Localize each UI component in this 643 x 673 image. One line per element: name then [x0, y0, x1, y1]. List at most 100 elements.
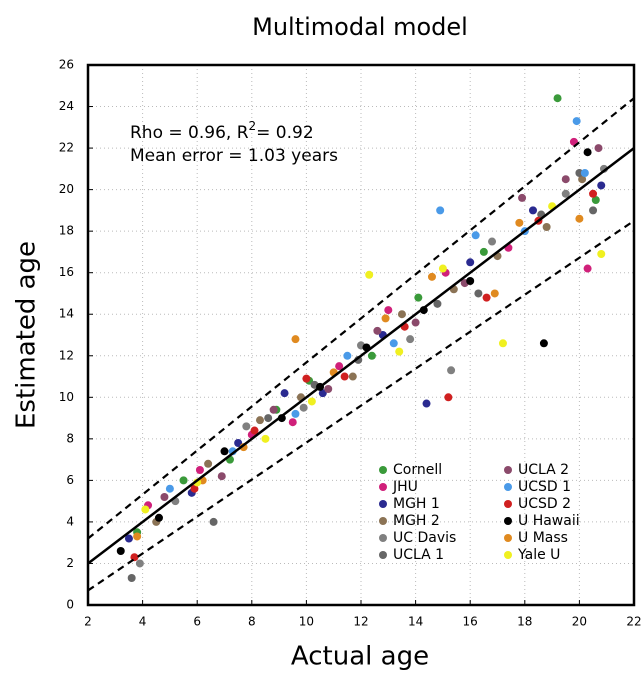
scatter-point: [447, 366, 456, 375]
y-tick-label: 6: [66, 473, 74, 487]
legend-label: UCLA 2: [518, 462, 569, 478]
y-tick-label: 2: [66, 556, 74, 570]
chart-title: Multimodal model: [252, 13, 468, 41]
scatter-point: [427, 272, 436, 281]
annotation: Rho = 0.96, R2= 0.92: [130, 119, 314, 144]
legend-swatch: [504, 551, 512, 559]
scatter-point: [124, 534, 133, 543]
scatter-point: [179, 476, 188, 485]
legend-label: Yale U: [517, 547, 560, 563]
scatter-point: [348, 372, 357, 381]
y-tick-label: 4: [66, 514, 74, 528]
legend-swatch: [504, 466, 512, 474]
x-tick-label: 2: [84, 615, 92, 629]
x-tick-label: 16: [463, 615, 478, 629]
scatter-point: [594, 144, 603, 153]
scatter-point: [498, 339, 507, 348]
x-tick-label: 14: [408, 615, 423, 629]
legend-label: UCSD 2: [518, 496, 571, 512]
scatter-point: [539, 339, 548, 348]
legend-label: U Hawaii: [518, 513, 580, 529]
legend-swatch: [504, 483, 512, 491]
scatter-point: [335, 362, 344, 371]
scatter-point: [141, 505, 150, 514]
scatter-point: [280, 389, 289, 398]
scatter-point: [318, 389, 327, 398]
legend-swatch: [504, 534, 512, 542]
marks: [87, 94, 635, 592]
scatter-point: [135, 559, 144, 568]
y-tick-label: 10: [59, 390, 74, 404]
scatter-point: [561, 175, 570, 184]
scatter-point: [373, 326, 382, 335]
scatter-point: [528, 206, 537, 215]
y-tick-label: 8: [66, 431, 74, 445]
scatter-point: [433, 299, 442, 308]
legend-label: Cornell: [393, 462, 442, 478]
x-tick-label: 20: [572, 615, 587, 629]
scatter-point: [204, 459, 213, 468]
scatter-point: [302, 374, 311, 383]
scatter-point: [395, 347, 404, 356]
scatter-point: [436, 206, 445, 215]
scatter-point: [438, 264, 447, 273]
scatter-point: [133, 532, 142, 541]
scatter-point: [583, 264, 592, 273]
scatter-point: [307, 397, 316, 406]
y-axis-label: Estimated age: [12, 241, 42, 429]
annotation-part: = 0.92: [256, 123, 314, 143]
scatter-point: [217, 472, 226, 481]
scatter-point: [591, 196, 600, 204]
scatter-point: [583, 148, 592, 157]
scatter-point: [578, 175, 587, 184]
scatter-point: [343, 351, 352, 360]
scatter-point: [488, 237, 497, 246]
scatter-point: [466, 277, 475, 285]
scatter-point: [381, 314, 390, 323]
scatter-point: [589, 206, 598, 215]
legend-label: UC Davis: [393, 530, 456, 546]
scatter-point: [324, 385, 333, 393]
scatter-point: [580, 169, 589, 177]
legend-swatch: [379, 500, 387, 508]
legend-swatch: [504, 500, 512, 508]
annotation: Mean error = 1.03 years: [130, 146, 338, 166]
scatter-point: [165, 484, 174, 493]
scatter-point: [195, 466, 204, 474]
scatter-point: [561, 189, 570, 198]
x-tick-label: 4: [139, 615, 147, 629]
legend-label: MGH 2: [393, 513, 440, 529]
legend-label: JHU: [392, 479, 418, 495]
legend-swatch: [379, 551, 387, 559]
fit-line: [87, 97, 635, 540]
scatter-point: [367, 351, 376, 360]
y-tick-label: 26: [59, 58, 74, 72]
scatter-point: [269, 405, 278, 414]
scatter-point: [422, 399, 431, 408]
scatter-point: [490, 289, 499, 298]
scatter-point: [154, 513, 163, 522]
scatter-point: [444, 393, 453, 402]
scatter-point: [597, 181, 606, 190]
scatter-point: [389, 339, 398, 348]
scatter-point: [234, 439, 243, 447]
scatter-point: [474, 289, 483, 298]
scatter-point: [384, 306, 393, 315]
scatter-point: [572, 117, 581, 126]
scatter-point: [299, 403, 308, 412]
scatter-point: [479, 247, 488, 256]
legend-label: U Mass: [518, 530, 568, 546]
y-tick-label: 24: [59, 99, 74, 113]
scatter-point: [597, 250, 606, 258]
scatter-point: [291, 335, 300, 344]
scatter-point: [414, 293, 423, 302]
legend-swatch: [379, 466, 387, 474]
scatter-point: [575, 214, 584, 223]
scatter-point: [242, 422, 251, 431]
scatter-point: [127, 574, 136, 582]
y-tick-label: 20: [59, 182, 74, 196]
scatter-point: [261, 434, 270, 443]
fit-line: [87, 219, 635, 592]
scatter-point: [340, 372, 349, 381]
